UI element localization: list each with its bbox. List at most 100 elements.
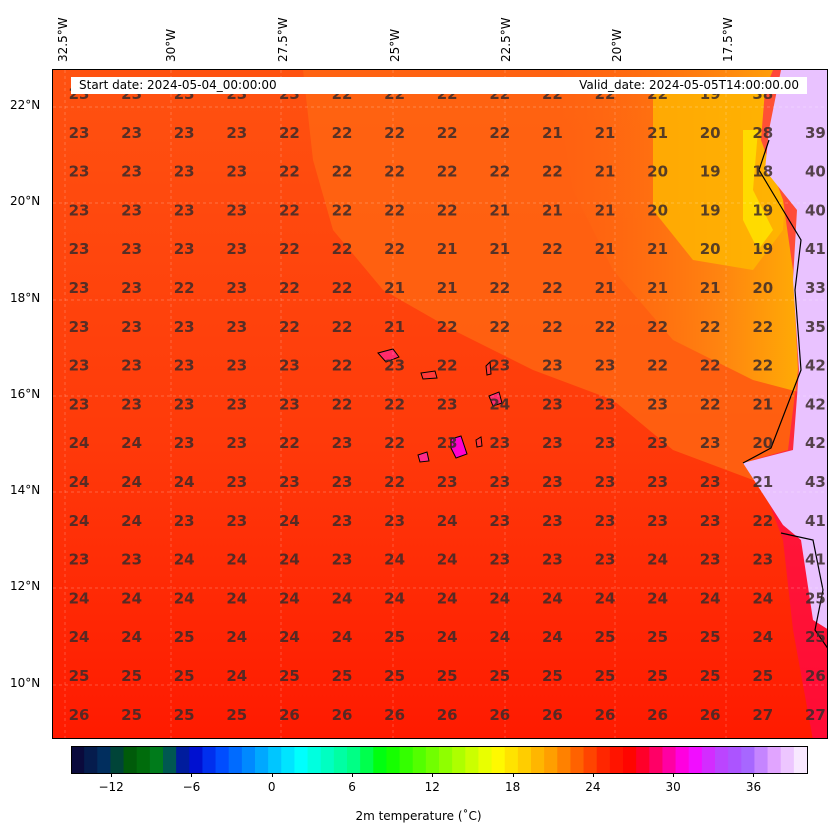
colorbar-swatch	[728, 746, 742, 774]
temperature-value: 22	[700, 318, 721, 336]
colorbar-swatch	[662, 746, 677, 774]
temperature-value: 24	[437, 512, 458, 530]
colorbar-tickmark	[352, 773, 354, 777]
temperature-value: 22	[332, 395, 353, 413]
temperature-value: 24	[489, 589, 510, 607]
island-boa-vista	[488, 391, 503, 407]
lat-label-10n: 10°N	[10, 676, 41, 690]
temperature-value: 23	[542, 357, 563, 375]
colorbar-swatch	[465, 746, 480, 774]
colorbar-swatch	[268, 746, 282, 774]
colorbar-tickmark	[191, 773, 193, 777]
temperature-value: 24	[279, 628, 300, 646]
temperature-value: 23	[226, 357, 247, 375]
colorbar-swatch	[780, 746, 795, 774]
temperature-value: 25	[384, 628, 405, 646]
temperature-value: 23	[69, 357, 90, 375]
temperature-value: 25	[121, 706, 142, 724]
coastline	[742, 139, 802, 464]
temperature-value: 22	[279, 434, 300, 452]
lon-label-32-5w: 32.5°W	[56, 17, 70, 62]
temperature-value: 24	[647, 551, 668, 569]
colorbar-tickmark	[753, 773, 755, 777]
temperature-value: 23	[542, 473, 563, 491]
temperature-value: 24	[595, 589, 616, 607]
temperature-value: 25	[174, 628, 195, 646]
temperature-value: 24	[332, 628, 353, 646]
temperature-value: 22	[174, 279, 195, 297]
temperature-value: 24	[489, 628, 510, 646]
temperature-value: 39	[805, 124, 826, 142]
temperature-value: 22	[332, 357, 353, 375]
temperature-value: 23	[174, 395, 195, 413]
island-maio	[475, 436, 483, 448]
temperature-value: 23	[542, 551, 563, 569]
temperature-value: 33	[805, 279, 826, 297]
temperature-value: 24	[752, 628, 773, 646]
temperature-value: 21	[752, 473, 773, 491]
temperature-value: 22	[647, 357, 668, 375]
colorbar-tickmark	[432, 773, 434, 777]
temperature-value: 25	[437, 667, 458, 685]
valid-date: Valid_date: 2024-05-05T14:00:00.00	[579, 78, 799, 92]
colorbar-swatch	[636, 746, 650, 774]
temperature-value: 22	[384, 201, 405, 219]
temperature-value: 26	[332, 706, 353, 724]
temperature-value: 22	[279, 279, 300, 297]
temperature-value: 22	[332, 124, 353, 142]
colorbar-swatch	[583, 746, 598, 774]
temperature-value: 23	[226, 512, 247, 530]
colorbar-swatch	[320, 746, 335, 774]
temperature-value: 18	[752, 163, 773, 181]
temperature-value: 22	[542, 163, 563, 181]
temperature-value: 21	[542, 124, 563, 142]
temperature-value: 23	[69, 240, 90, 258]
temperature-value: 22	[595, 318, 616, 336]
temperature-value: 23	[69, 163, 90, 181]
colorbar-swatch	[163, 746, 177, 774]
temperature-value: 24	[121, 512, 142, 530]
temperature-value: 23	[595, 357, 616, 375]
temperature-value: 24	[69, 589, 90, 607]
temperature-value: 23	[69, 551, 90, 569]
colorbar-tickmark	[592, 773, 594, 777]
date-info-bar: Start date: 2024-05-04_00:00:00 Valid_da…	[71, 77, 807, 94]
temperature-value: 25	[595, 628, 616, 646]
temperature-value: 23	[279, 357, 300, 375]
colorbar-tick-label: 30	[665, 780, 681, 794]
colorbar-swatch	[136, 746, 151, 774]
island-sao-nicolau	[420, 370, 438, 380]
temperature-value: 24	[279, 512, 300, 530]
temperature-value: 23	[647, 395, 668, 413]
temperature-value: 21	[437, 240, 458, 258]
lon-label-22-5w: 22.5°W	[499, 17, 513, 62]
temperature-value: 25	[700, 628, 721, 646]
colorbar-swatch	[71, 746, 85, 774]
land-west-africa	[743, 70, 827, 629]
temperature-value: 23	[121, 163, 142, 181]
temperature-value: 23	[121, 551, 142, 569]
temperature-value: 23	[174, 201, 195, 219]
island-sal	[485, 360, 492, 376]
temperature-value: 41	[805, 551, 826, 569]
temperature-value: 40	[805, 201, 826, 219]
temperature-value: 23	[174, 434, 195, 452]
temperature-value: 35	[805, 318, 826, 336]
colorbar-swatch	[241, 746, 256, 774]
temperature-value: 22	[384, 240, 405, 258]
temperature-value: 22	[700, 395, 721, 413]
temperature-value: 26	[384, 706, 405, 724]
temperature-value: 25	[595, 667, 616, 685]
temperature-value: 25	[174, 667, 195, 685]
temperature-value: 22	[437, 163, 458, 181]
colorbar-swatch	[189, 746, 204, 774]
colorbar-swatch	[570, 746, 585, 774]
temperature-value: 23	[332, 551, 353, 569]
colorbar-swatch	[754, 746, 769, 774]
lat-label-20n: 20°N	[10, 194, 41, 208]
colorbar-tick-label: 18	[504, 780, 521, 794]
temperature-value: 23	[647, 512, 668, 530]
temperature-value: 23	[226, 124, 247, 142]
temperature-value: 22	[489, 318, 510, 336]
temperature-value: 23	[174, 357, 195, 375]
